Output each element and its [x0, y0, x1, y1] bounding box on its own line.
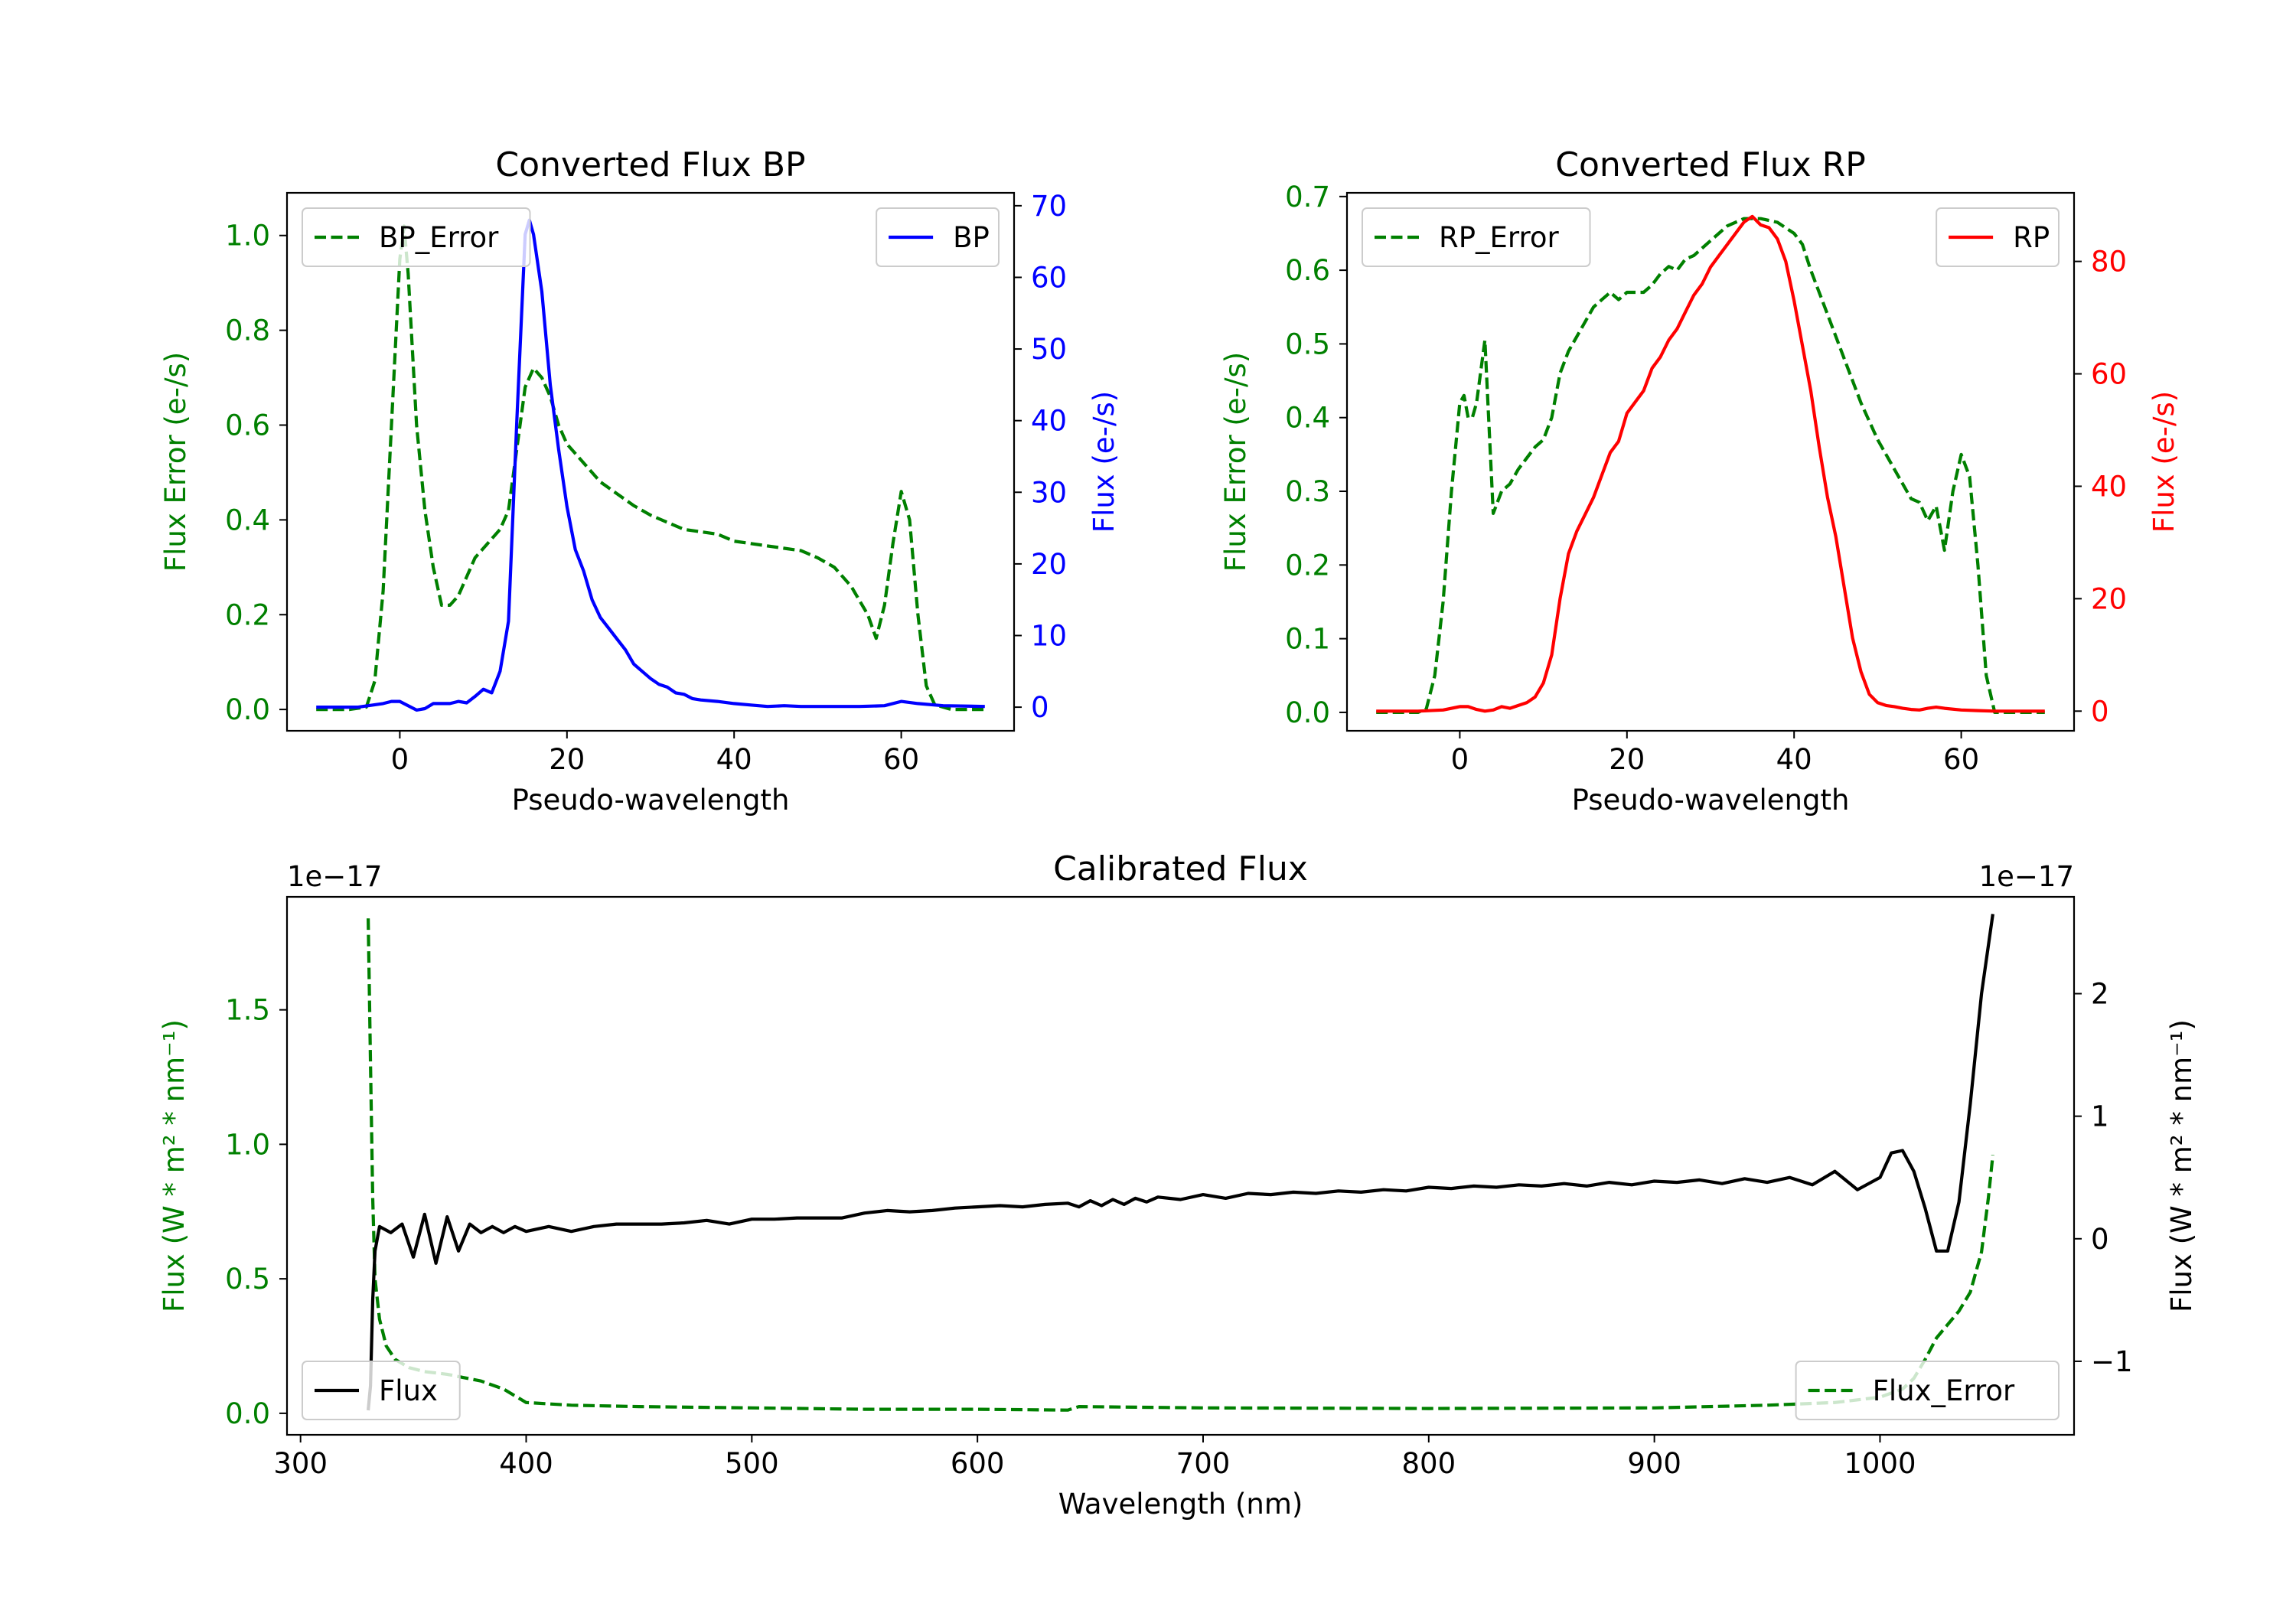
right-y-tick-label: 0 [2091, 1223, 2109, 1256]
right-y-tick-label: 30 [1031, 476, 1067, 509]
series-line-flux [367, 914, 1994, 1411]
right-y-axis-label: Flux (e-/s) [2148, 391, 2180, 533]
legend-label: Flux_Error [1873, 1374, 2015, 1407]
left-y-tick-label: 1.0 [225, 1128, 270, 1161]
left-y-axis-label: Flux Error (e-/s) [159, 352, 192, 572]
left-y-tick-label: 0.0 [1285, 696, 1330, 729]
right-y-tick-label: 10 [1031, 620, 1067, 653]
chart-title: Calibrated Flux [1053, 849, 1308, 888]
left-y-tick-label: 0.0 [225, 1397, 270, 1430]
x-tick-label: 600 [951, 1447, 1005, 1480]
legend: Flux [302, 1361, 461, 1420]
x-tick-label: 1000 [1844, 1447, 1916, 1480]
legend-box [1795, 1361, 2060, 1420]
left-y-axis-label: Flux Error (e-/s) [1219, 352, 1252, 572]
x-tick-label: 40 [716, 743, 752, 776]
right-y-axis-label: Flux (e-/s) [1088, 391, 1120, 533]
legend-label: BP_Error [379, 221, 499, 254]
x-tick-label: 500 [725, 1447, 779, 1480]
chart-cal: 300 400 500 600 700 800 900 1000 0.0 0.5 1.0 1.5 −1 0… [158, 849, 2198, 1521]
right-y-tick-label: 40 [1031, 405, 1067, 438]
axes-frame [285, 895, 2076, 1436]
series-group [1376, 214, 2045, 714]
series-line-flux-error [367, 918, 1994, 1412]
x-tick-label: 60 [883, 743, 919, 776]
left-offset-text: 1e−17 [287, 860, 382, 893]
legend-label: BP [953, 221, 990, 254]
legend: BP [876, 207, 1000, 267]
left-y-tick-label: 0.4 [225, 504, 270, 536]
legend: BP_Error [302, 207, 531, 267]
x-tick-label: 60 [1943, 743, 1979, 776]
x-tick-label: 0 [1451, 743, 1469, 776]
series-line-rp-error [1376, 217, 2045, 714]
right-y-tick-label: 0 [2091, 695, 2109, 728]
left-y-tick-label: 0.2 [225, 598, 270, 631]
left-y-tick-label: 0.3 [1285, 475, 1330, 508]
series-group [367, 914, 1994, 1412]
left-y-tick-label: 0.0 [225, 693, 270, 726]
legend: RP [1936, 207, 2060, 267]
x-axis-label: Pseudo-wavelength [512, 784, 790, 817]
left-y-tick-label: 0.6 [225, 409, 270, 442]
x-axis-label: Pseudo-wavelength [1572, 784, 1850, 817]
right-y-tick-label: 50 [1031, 333, 1067, 366]
right-offset-text: 1e−17 [1979, 860, 2074, 893]
x-tick-label: 20 [1609, 743, 1645, 776]
series-line-bp [316, 218, 985, 712]
legend-box [1936, 207, 2060, 267]
legend-box [302, 207, 531, 267]
right-y-tick-label: −1 [2091, 1345, 2133, 1378]
chart-title: Converted Flux RP [1555, 145, 1866, 184]
right-y-tick-label: 20 [2091, 582, 2127, 615]
left-y-tick-label: 0.1 [1285, 623, 1330, 656]
left-y-tick-label: 0.4 [1285, 402, 1330, 435]
left-y-tick-label: 0.2 [1285, 549, 1330, 582]
right-y-tick-label: 20 [1031, 548, 1067, 581]
x-tick-label: 20 [549, 743, 585, 776]
x-tick-label: 300 [273, 1447, 328, 1480]
legend: RP_Error [1362, 207, 1591, 267]
right-y-tick-label: 0 [1031, 691, 1049, 724]
x-tick-label: 700 [1176, 1447, 1231, 1480]
legend-box [876, 207, 1000, 267]
x-tick-label: 40 [1776, 743, 1812, 776]
right-y-tick-label: 60 [1031, 261, 1067, 294]
legend-label: Flux [379, 1374, 438, 1407]
left-y-tick-label: 0.5 [1285, 328, 1330, 360]
axes-frame [285, 191, 1016, 732]
left-y-tick-label: 0.7 [1285, 181, 1330, 214]
series-group [316, 218, 985, 712]
chart-title: Converted Flux BP [495, 145, 805, 184]
right-y-axis-label: Flux (W * m² * nm⁻¹) [2165, 1019, 2198, 1312]
legend-box [1362, 207, 1591, 267]
left-y-tick-label: 1.5 [225, 994, 270, 1027]
left-y-tick-label: 0.5 [225, 1263, 270, 1296]
x-tick-label: 400 [499, 1447, 553, 1480]
left-y-tick-label: 0.8 [225, 315, 270, 347]
right-y-tick-label: 70 [1031, 190, 1067, 223]
x-tick-label: 0 [391, 743, 409, 776]
legend: Flux_Error [1795, 1361, 2060, 1420]
right-y-tick-label: 40 [2091, 470, 2127, 503]
axes-frame [1345, 191, 2076, 732]
x-axis-label: Wavelength (nm) [1058, 1488, 1303, 1521]
right-y-tick-label: 60 [2091, 358, 2127, 391]
series-line-bp-error [316, 224, 985, 712]
series-line-rp [1376, 214, 2045, 713]
legend-label: RP_Error [1439, 221, 1559, 254]
left-y-tick-label: 1.0 [225, 220, 270, 253]
right-y-tick-label: 80 [2091, 246, 2127, 279]
legend-box [302, 1361, 461, 1420]
chart-rp: 0 20 40 60 0.0 0.1 0.2 0.3 0.4 0.5 0.6 0.7 0 20 40 60 80… [1219, 145, 2180, 817]
right-y-tick-label: 2 [2091, 978, 2109, 1011]
x-tick-label: 800 [1401, 1447, 1456, 1480]
left-y-tick-label: 0.6 [1285, 254, 1330, 287]
x-tick-label: 900 [1627, 1447, 1681, 1480]
right-y-tick-label: 1 [2091, 1100, 2109, 1133]
legend-label: RP [2013, 221, 2050, 254]
left-y-axis-label: Flux (W * m² * nm⁻¹) [158, 1019, 191, 1312]
chart-bp: 0 20 40 60 0.0 0.2 0.4 0.6 0.8 1.0 0 10 20 30 40 50 60 70… [159, 145, 1120, 817]
